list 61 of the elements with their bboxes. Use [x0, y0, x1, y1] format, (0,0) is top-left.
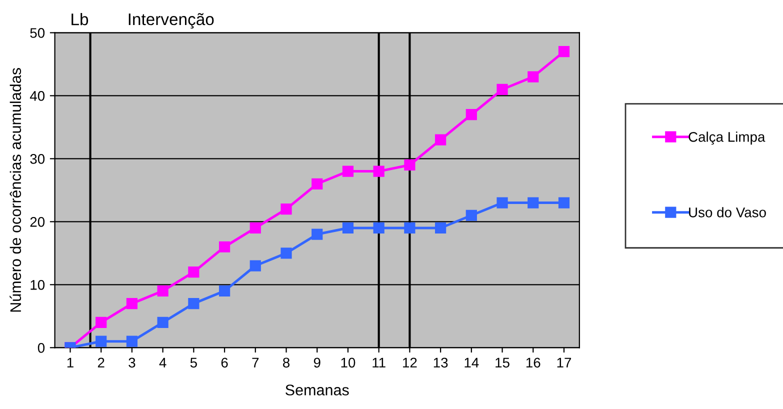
point: [558, 46, 570, 58]
x-tick-label: 5: [190, 358, 197, 368]
point: [434, 222, 446, 234]
x-tick-label: 8: [282, 358, 290, 368]
x-tick-label: 17: [557, 358, 572, 368]
point: [157, 285, 168, 297]
x-tick-label: 3: [128, 358, 136, 368]
point: [342, 166, 354, 177]
point: [157, 316, 168, 328]
x-tick-label: 2: [98, 358, 104, 368]
point: [96, 336, 107, 347]
x-axis-title: Semanas: [286, 384, 349, 396]
x-tick-label: 10: [341, 358, 356, 368]
y-tick-label: 20: [30, 217, 45, 227]
y-tick-label: 10: [30, 280, 45, 290]
point: [312, 178, 323, 190]
point: [466, 109, 477, 120]
point: [218, 241, 230, 252]
x-tick-label: 16: [526, 358, 540, 368]
point: [126, 298, 138, 310]
point: [312, 228, 323, 240]
x-tick-label: 13: [434, 358, 448, 368]
y-tick-label: 40: [30, 91, 45, 101]
point: [342, 222, 354, 234]
point: [528, 71, 539, 82]
x-tick-label: 15: [496, 358, 510, 368]
y-tick-label: 50: [30, 28, 45, 38]
x-tick-label: 1: [67, 358, 74, 368]
point: [434, 134, 446, 146]
point: [280, 204, 292, 215]
legend-label: Uso do Vaso: [689, 207, 766, 218]
point: [188, 266, 200, 278]
x-tick-label: 11: [372, 358, 386, 368]
point: [373, 222, 384, 234]
x-tick-label: 9: [314, 358, 320, 368]
point: [250, 260, 261, 272]
x-tick-label: 14: [464, 358, 479, 368]
point: [373, 166, 384, 177]
point: [96, 316, 107, 328]
point: [528, 197, 539, 208]
point: [466, 210, 477, 221]
point: [496, 197, 508, 208]
x-tick-label: 12: [403, 358, 417, 368]
y-axis-title: Número de ocorrências acumuladas: [10, 68, 22, 312]
point: [280, 248, 292, 259]
text: Intervenção: [128, 13, 214, 29]
point: [558, 197, 570, 208]
point: [404, 222, 416, 234]
point: [126, 336, 138, 347]
y-tick-label: 30: [30, 154, 45, 164]
x-tick-label: 7: [252, 358, 259, 368]
point: [250, 222, 261, 234]
x-tick-label: 4: [159, 358, 166, 368]
y-tick-label: 0: [38, 342, 45, 353]
point: [404, 159, 416, 171]
point: [218, 285, 230, 297]
x-tick-label: 6: [221, 358, 228, 368]
legend-label: Calça Limpa: [688, 132, 766, 145]
text: Lb: [72, 13, 88, 26]
point: [188, 298, 200, 310]
point: [496, 84, 508, 95]
